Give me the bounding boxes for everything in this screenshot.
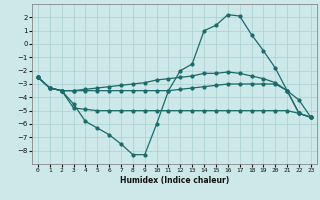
X-axis label: Humidex (Indice chaleur): Humidex (Indice chaleur) bbox=[120, 176, 229, 185]
